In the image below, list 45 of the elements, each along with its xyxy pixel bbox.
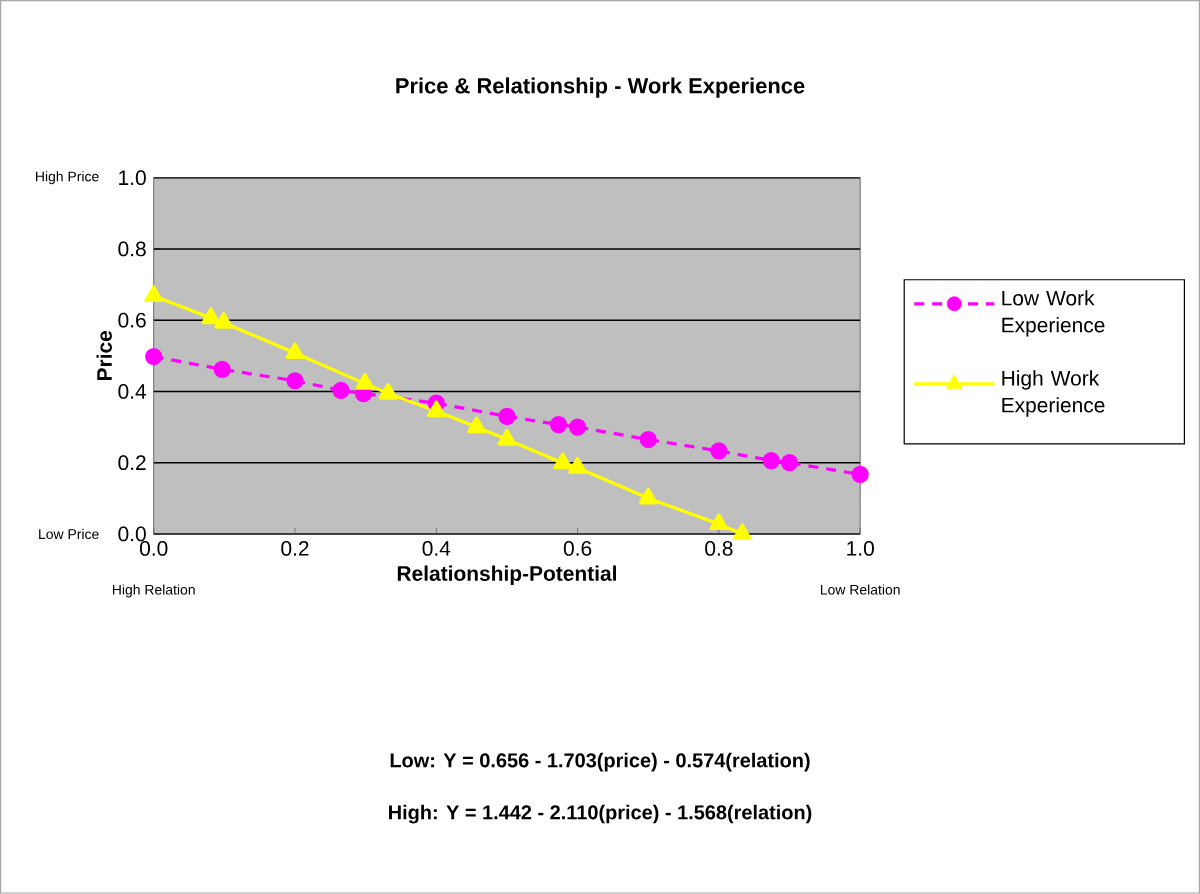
- point: [762, 452, 780, 470]
- point: [638, 487, 658, 505]
- point: [549, 416, 568, 434]
- text: Low: Y = 0.656 - 1.703(price) - 0.574(relation): [390, 752, 810, 772]
- point: [285, 342, 305, 360]
- legend-label: High Work Experience: [1002, 370, 1105, 417]
- point: [144, 285, 164, 303]
- point: [639, 431, 657, 449]
- point: [709, 513, 729, 531]
- point: [378, 383, 398, 400]
- point: [201, 307, 221, 325]
- point: [780, 454, 799, 472]
- x-tick-label: 1.0: [847, 541, 874, 556]
- point: [214, 312, 234, 329]
- legend-label: Low Work Experience: [1002, 290, 1105, 337]
- point: [145, 348, 163, 366]
- y-axis-title: Price: [96, 331, 112, 381]
- y-tick-label: 0.4: [118, 384, 147, 399]
- x-tick-label: 0.2: [281, 541, 309, 556]
- y-tick-label: 0.2: [118, 455, 146, 471]
- point: [426, 400, 446, 418]
- point: [498, 407, 516, 426]
- point: [710, 442, 728, 460]
- y-tick-label: 0.8: [118, 241, 146, 257]
- x-tick-label: 0.6: [563, 541, 592, 556]
- y-tick-label: 0.0: [118, 526, 146, 542]
- point: [467, 416, 486, 434]
- point: [332, 381, 350, 400]
- point: [851, 465, 869, 484]
- chart-title: Price & Relationship - Work Experience: [396, 77, 805, 98]
- x-tick-label: 0.8: [705, 541, 733, 556]
- point: [497, 429, 517, 446]
- point: [568, 457, 587, 474]
- point: [732, 523, 752, 541]
- point: [568, 418, 587, 436]
- y-tick-label: 1.0: [119, 170, 146, 186]
- text: High: Y = 1.442 - 2.110(price) - 1.568(relation): [389, 804, 812, 824]
- point: [553, 452, 573, 470]
- x-axis-title: Relationship-Potential: [397, 565, 616, 586]
- point: [286, 372, 304, 390]
- x-tick-label: 0.0: [139, 541, 168, 556]
- point: [213, 360, 231, 379]
- y-tick-label: 0.6: [118, 312, 146, 328]
- x-tick-label: 0.4: [422, 541, 451, 556]
- point: [355, 373, 375, 390]
